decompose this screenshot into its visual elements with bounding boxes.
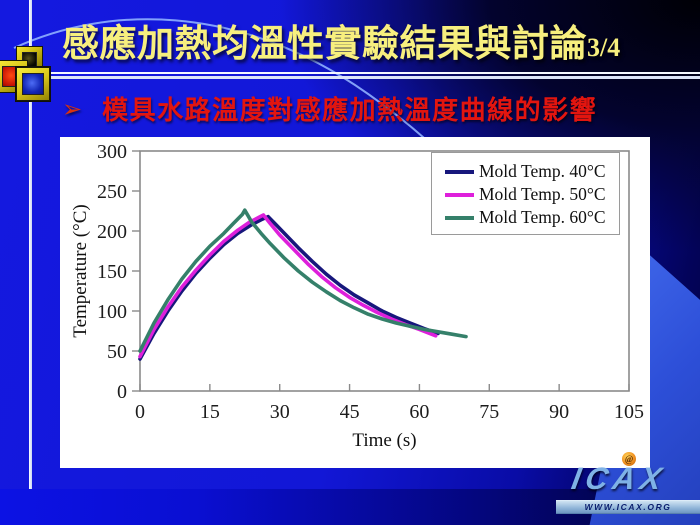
svg-text:200: 200 (97, 221, 127, 243)
svg-text:75: 75 (479, 401, 499, 423)
svg-text:250: 250 (97, 181, 127, 203)
legend-label: Mold Temp. 60°C (479, 207, 606, 227)
at-icon: @ (622, 452, 636, 466)
svg-text:0: 0 (135, 401, 145, 423)
bullet-text: 模具水路溫度對感應加熱溫度曲線的影響 (102, 96, 598, 125)
legend-label: Mold Temp. 50°C (479, 184, 606, 204)
svg-text:90: 90 (549, 401, 569, 423)
svg-text:0: 0 (117, 381, 127, 403)
bullet-arrow-icon: ➢ (62, 97, 83, 123)
svg-text:105: 105 (614, 401, 644, 423)
legend-item: Mold Temp. 40°C (445, 160, 619, 183)
svg-text:Time (s): Time (s) (352, 430, 416, 451)
square-inner (22, 73, 44, 95)
svg-text:150: 150 (97, 261, 127, 283)
chart-panel: 0 15 30 45 60 75 90 105 0 50 100 150 200 250 300 Time (… (60, 137, 650, 468)
svg-text:15: 15 (200, 401, 220, 423)
logo-text: ICAX (569, 461, 670, 496)
slide-title-text: 感應加熱均溫性實驗結果與討論 (62, 24, 587, 65)
decorative-square-blue (16, 67, 50, 101)
logo-url-text: WWW.ICAX.ORG (584, 502, 672, 512)
svg-text:50: 50 (107, 341, 127, 363)
legend-swatch-50c (445, 192, 474, 197)
legend-swatch-60c (445, 215, 474, 220)
legend-item: Mold Temp. 60°C (445, 206, 619, 229)
bullet-row: ➢ 模具水路溫度對感應加熱溫度曲線的影響 (62, 90, 672, 127)
legend-label: Mold Temp. 40°C (479, 161, 606, 181)
svg-text:Temperature (°C): Temperature (°C) (70, 204, 91, 337)
slide-title: 感應加熱均溫性實驗結果與討論3/4 (62, 13, 698, 67)
svg-text:300: 300 (97, 141, 127, 163)
svg-text:45: 45 (340, 401, 360, 423)
chart-legend: Mold Temp. 40°C Mold Temp. 50°C Mold Tem… (431, 152, 620, 235)
legend-item: Mold Temp. 50°C (445, 183, 619, 206)
slide-page-indicator: 3/4 (587, 33, 621, 62)
svg-text:30: 30 (270, 401, 290, 423)
logo-url-banner: WWW.ICAX.ORG (556, 500, 700, 514)
icax-logo: @ ICAX WWW.ICAX.ORG (556, 448, 700, 521)
svg-text:100: 100 (97, 301, 127, 323)
title-underline (36, 72, 700, 79)
svg-text:60: 60 (409, 401, 429, 423)
legend-swatch-40c (445, 169, 474, 174)
